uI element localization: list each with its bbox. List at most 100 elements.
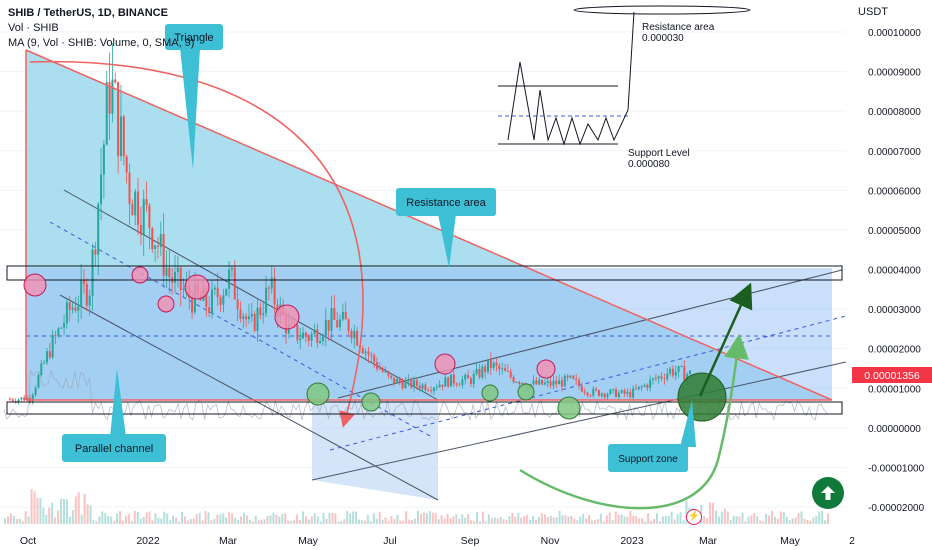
volume-bar bbox=[207, 512, 210, 524]
volume-bar bbox=[222, 513, 225, 524]
volume-bar bbox=[77, 492, 80, 524]
volume-bar bbox=[71, 510, 74, 524]
candle-body bbox=[686, 374, 689, 380]
candle-body bbox=[398, 379, 401, 383]
candle-body bbox=[677, 366, 680, 372]
candle-body bbox=[481, 366, 484, 378]
candle-body bbox=[265, 287, 268, 314]
candle-body bbox=[48, 351, 51, 358]
volume-bar bbox=[543, 514, 546, 524]
volume-bar bbox=[428, 511, 431, 524]
volume-bar bbox=[717, 516, 720, 524]
volume-bar bbox=[741, 512, 744, 524]
volume-bar bbox=[242, 512, 245, 524]
support-callout-label: Support zone bbox=[618, 454, 678, 465]
candle-body bbox=[541, 379, 544, 385]
volume-bar bbox=[192, 518, 195, 524]
support-callout[interactable]: Support zone bbox=[608, 400, 696, 472]
candle-body bbox=[583, 391, 586, 393]
time-axis[interactable]: Oct 2022 Mar May Jul Sep Nov 2023 Mar May 2 bbox=[20, 535, 855, 547]
volume-bar bbox=[771, 510, 773, 524]
candle-body bbox=[63, 323, 66, 328]
volume-bar bbox=[24, 511, 27, 524]
volume-bar bbox=[443, 518, 446, 524]
candle-body bbox=[304, 332, 307, 337]
volume-bar bbox=[272, 512, 275, 524]
volume-bar bbox=[676, 514, 679, 524]
ma-indicator-label[interactable]: MA (9, Vol · SHIB: Volume, 0, SMA, 9) bbox=[8, 37, 195, 49]
candle-body bbox=[154, 245, 157, 250]
volume-bar bbox=[402, 520, 405, 524]
candle-body bbox=[666, 373, 669, 380]
candle-body bbox=[51, 335, 54, 358]
y-tick-label: 0.00009000 bbox=[868, 68, 921, 79]
volume-bar bbox=[714, 510, 717, 524]
triangle-callout[interactable]: Triangle bbox=[165, 24, 223, 170]
candle-body bbox=[620, 390, 623, 393]
volume-bar bbox=[266, 516, 269, 524]
volume-bar bbox=[384, 517, 387, 524]
red-arc-arrow bbox=[29, 60, 364, 428]
volume-bar bbox=[818, 511, 821, 524]
candle-body bbox=[532, 380, 535, 385]
y-tick-label: 0.00005000 bbox=[868, 226, 921, 237]
volume-bar bbox=[549, 515, 552, 524]
volume-bar bbox=[411, 519, 414, 524]
candle-body bbox=[85, 284, 88, 306]
candle-body bbox=[94, 249, 97, 255]
candle-body bbox=[142, 199, 145, 235]
candle-body bbox=[316, 329, 319, 344]
volume-bar bbox=[80, 514, 83, 524]
volume-bar bbox=[806, 519, 809, 524]
candle-body bbox=[674, 371, 677, 376]
candle-body bbox=[563, 375, 566, 387]
volume-bar bbox=[706, 518, 709, 524]
volume-bar bbox=[186, 520, 189, 524]
volume-bar bbox=[6, 516, 9, 524]
volume-bar bbox=[21, 521, 24, 524]
volume-bar bbox=[30, 489, 33, 524]
volume-bar bbox=[461, 514, 464, 524]
volume-bar bbox=[455, 514, 458, 524]
resistance-callout[interactable]: Resistance area bbox=[396, 188, 496, 268]
volume-bar bbox=[116, 513, 119, 524]
candle-body bbox=[11, 399, 14, 401]
candle-body bbox=[233, 267, 236, 300]
volume-bar bbox=[101, 511, 104, 524]
lightning-icon[interactable]: ⚡ bbox=[686, 509, 702, 525]
symbol-title[interactable]: SHIB / TetherUS, 1D, BINANCE bbox=[8, 7, 168, 19]
volume-bar bbox=[644, 521, 647, 524]
price-axis[interactable]: 0.00010000 0.00009000 0.00008000 0.00007000… bbox=[868, 28, 925, 514]
candle-body bbox=[373, 355, 376, 363]
boost-up-button[interactable] bbox=[812, 477, 844, 509]
volume-bar bbox=[431, 512, 434, 524]
volume-bar bbox=[812, 517, 815, 524]
volume-bar bbox=[89, 505, 92, 524]
candle-body bbox=[165, 267, 168, 276]
volume-indicator-label[interactable]: Vol · SHIB bbox=[8, 22, 59, 34]
volume-bar bbox=[4, 518, 6, 524]
parallel-callout[interactable]: Parallel channel bbox=[62, 368, 166, 462]
candle-body bbox=[60, 327, 63, 329]
resistance-touch-circle bbox=[131, 266, 149, 284]
candle-body bbox=[410, 378, 413, 388]
candle-body bbox=[302, 332, 305, 339]
volume-bar bbox=[765, 513, 768, 524]
volume-bar bbox=[337, 521, 340, 524]
candle-body bbox=[430, 390, 433, 392]
candle-body bbox=[43, 362, 46, 364]
candle-body bbox=[225, 288, 228, 296]
volume-bar bbox=[576, 520, 579, 524]
candle-body bbox=[347, 319, 350, 332]
volume-bar bbox=[287, 520, 290, 524]
candle-body bbox=[447, 377, 450, 387]
volume-bar bbox=[626, 516, 629, 524]
candle-body bbox=[538, 379, 541, 385]
volume-bar bbox=[260, 519, 263, 524]
candle-body bbox=[546, 381, 549, 383]
volume-bar bbox=[183, 516, 186, 524]
volume-bar bbox=[682, 520, 685, 524]
candle-body bbox=[176, 267, 179, 272]
